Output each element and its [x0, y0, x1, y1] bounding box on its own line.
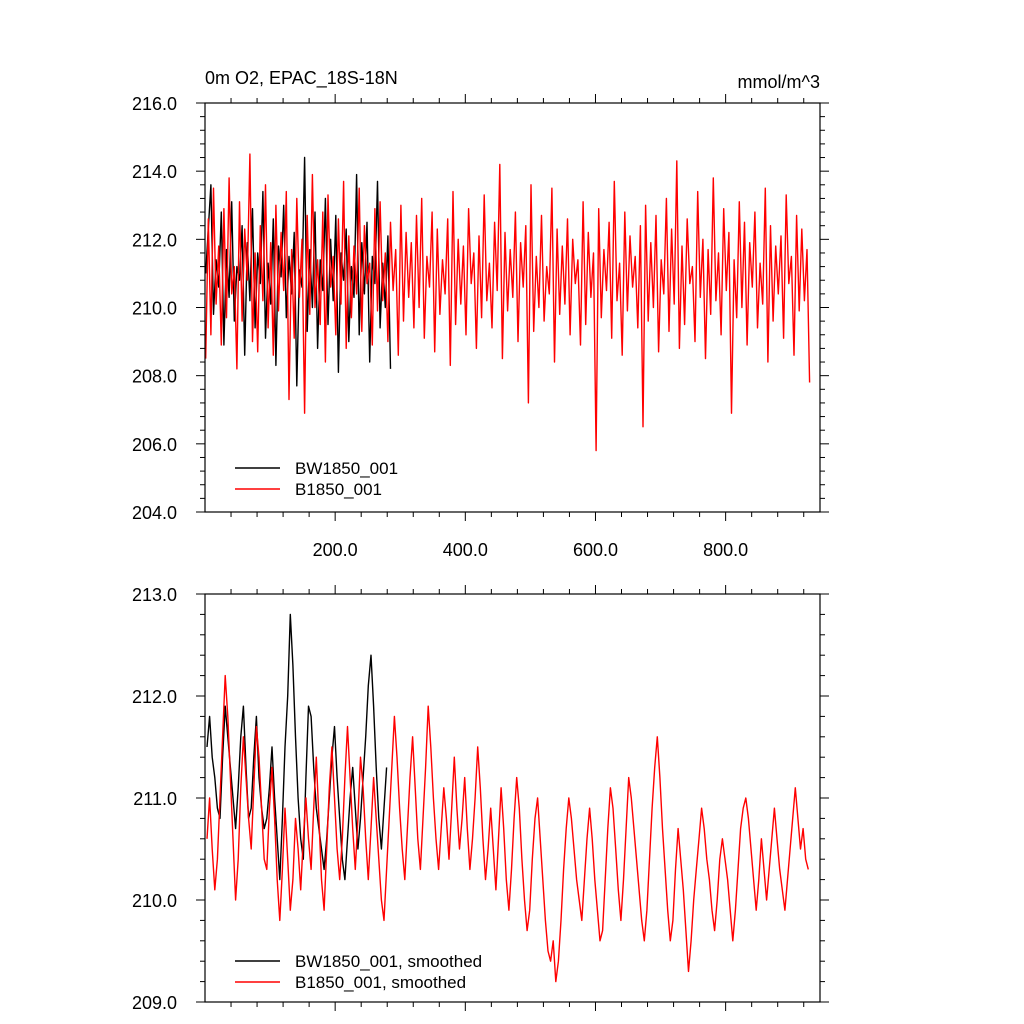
top-panel-title: 0m O2, EPAC_18S-18N: [205, 68, 398, 89]
bottom-y-tick-label: 209.0: [132, 993, 177, 1013]
top-axis-ticks: [196, 94, 829, 521]
bottom-legend-label-b1850: B1850_001, smoothed: [295, 973, 466, 992]
top-panel-units: mmol/m^3: [738, 72, 820, 92]
top-y-tick-label: 212.0: [132, 230, 177, 250]
bottom-plot-frame: [204, 593, 821, 1003]
top-legend-label-bw1850: BW1850_001: [295, 459, 398, 478]
top-y-tick-label: 206.0: [132, 435, 177, 455]
bottom-axis-ticks: [196, 585, 829, 1011]
bottom-series-line-0: [206, 613, 388, 881]
bottom-y-tick-label: 210.0: [132, 891, 177, 911]
bottom-y-tick-labels: 209.0 210.0 211.0 212.0 213.0: [132, 585, 177, 1013]
top-legend: BW1850_001 B1850_001: [235, 459, 398, 499]
top-plot-area: [204, 102, 821, 513]
bottom-series-line-1: [206, 674, 809, 983]
top-y-tick-label: 210.0: [132, 299, 177, 319]
top-series-line-0: [205, 156, 392, 387]
top-series-line-1: [205, 153, 811, 452]
top-x-tick-label: 800.0: [703, 540, 748, 560]
top-plot-frame: [204, 102, 821, 513]
bottom-panel: 209.0 210.0 211.0 212.0 213.0 BW1850_001, sm…: [132, 585, 829, 1013]
bottom-y-tick-label: 211.0: [133, 789, 177, 809]
bottom-legend-label-bw1850: BW1850_001, smoothed: [295, 952, 482, 971]
top-y-tick-label: 214.0: [132, 162, 177, 182]
bottom-plot-area: [204, 593, 821, 1003]
bottom-y-tick-label: 212.0: [132, 687, 177, 707]
top-y-tick-labels: 204.0 206.0 208.0 210.0 212.0 214.0 216.0: [132, 94, 177, 523]
top-x-tick-label: 200.0: [313, 540, 358, 560]
bottom-y-tick-label: 213.0: [132, 585, 177, 605]
top-legend-label-b1850: B1850_001: [295, 480, 382, 499]
top-y-tick-label: 204.0: [132, 503, 177, 523]
top-x-tick-labels: 200.0 400.0 600.0 800.0: [313, 540, 749, 560]
top-x-tick-label: 600.0: [573, 540, 618, 560]
bottom-legend: BW1850_001, smoothed B1850_001, smoothed: [235, 952, 482, 992]
top-y-tick-label: 216.0: [132, 94, 177, 114]
top-panel: 0m O2, EPAC_18S-18N mmol/m^3 204.0206.02…: [132, 68, 829, 560]
top-x-tick-label: 400.0: [443, 540, 488, 560]
top-y-tick-label: 208.0: [132, 367, 177, 387]
